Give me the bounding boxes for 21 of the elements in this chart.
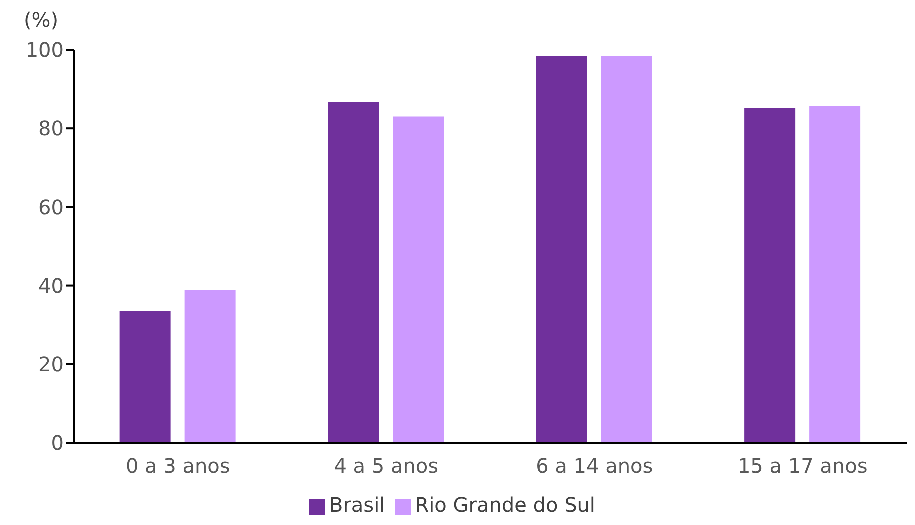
bar xyxy=(536,56,588,443)
bar xyxy=(120,311,171,443)
y-axis-title: (%) xyxy=(24,8,59,32)
y-tick-label: 100 xyxy=(26,38,64,62)
y-tick-label: 20 xyxy=(38,352,64,376)
bar xyxy=(810,106,861,443)
bar xyxy=(601,56,652,443)
legend-label: Brasil xyxy=(329,493,386,517)
y-tick-label: 40 xyxy=(38,274,64,298)
x-tick-label: 0 a 3 anos xyxy=(126,454,230,478)
x-tick-label: 6 a 14 anos xyxy=(536,454,654,478)
y-tick-label: 60 xyxy=(38,195,64,220)
x-tick-label: 4 a 5 anos xyxy=(334,454,439,478)
legend-label: Rio Grande do Sul xyxy=(415,493,596,517)
bar xyxy=(328,102,380,443)
y-tick-label: 80 xyxy=(38,116,64,141)
bar xyxy=(393,116,444,443)
x-tick-label: 15 a 17 anos xyxy=(738,454,868,478)
y-tick-label: 0 xyxy=(51,431,64,456)
bar xyxy=(744,108,796,443)
bar xyxy=(184,290,236,443)
